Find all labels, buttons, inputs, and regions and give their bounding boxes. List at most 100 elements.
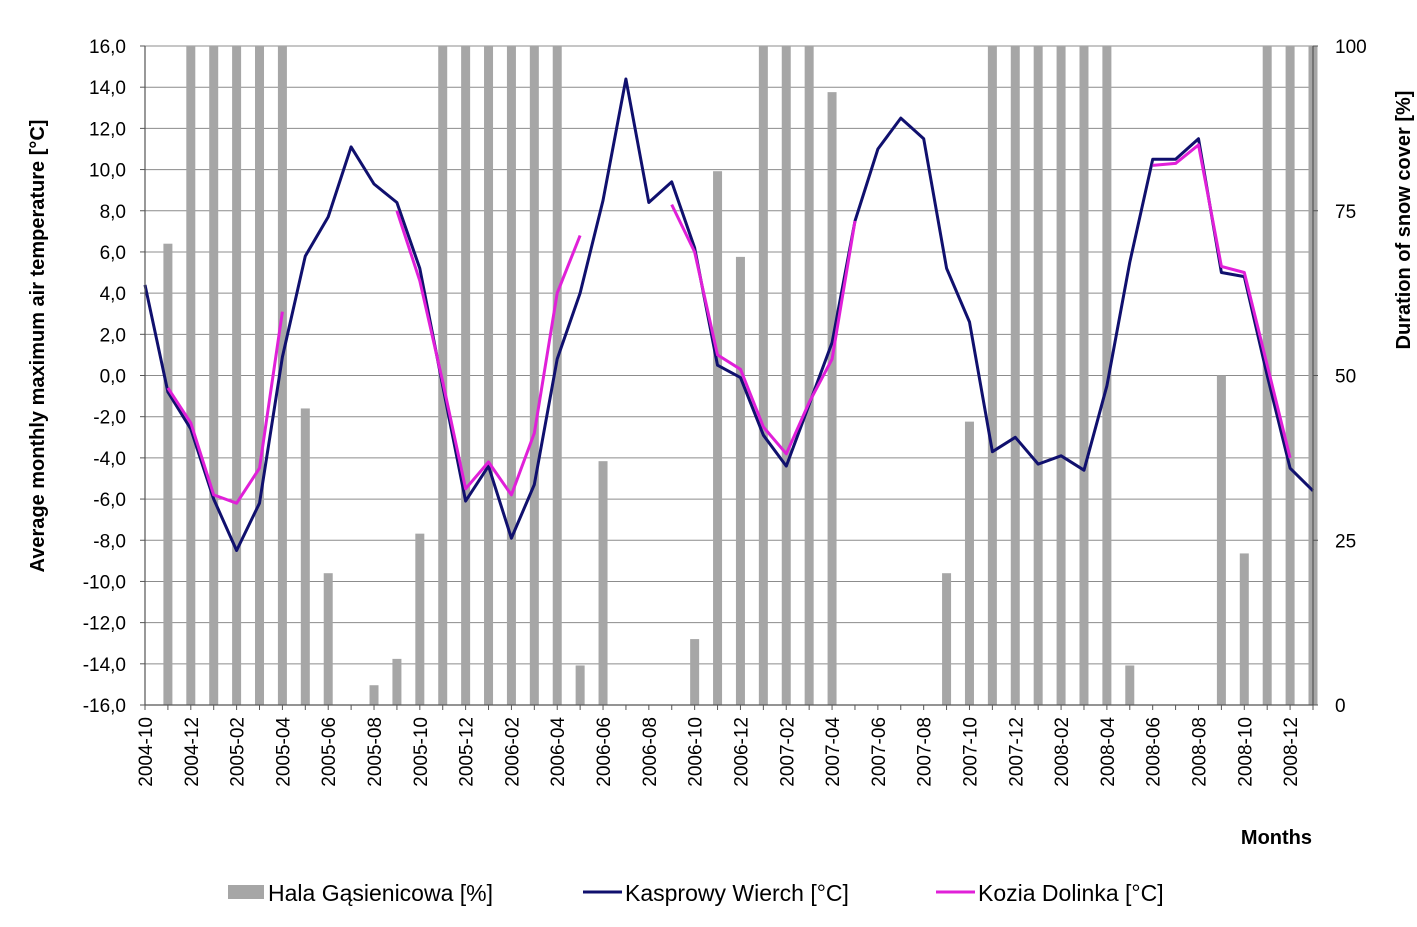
x-tick-label: 2006-04 — [548, 717, 569, 787]
legend-swatch-hala-gasienicowa — [228, 885, 264, 899]
y-tick-label: -10,0 — [83, 572, 126, 593]
bar-2006-05 — [575, 665, 585, 705]
y-tick-label: 14,0 — [89, 78, 126, 99]
y-axis-title: Average monthly maximum air temperature … — [27, 120, 49, 573]
bar-2007-10 — [964, 421, 974, 705]
bar-2005-04 — [277, 46, 287, 705]
line-kozia-dolinka — [1152, 143, 1292, 459]
x-tick-label: 2006-02 — [502, 717, 523, 787]
right-axis-ticks: 0 25 50 75 100 — [1313, 37, 1367, 717]
legend-label-kasprowy-wierch: Kasprowy Wierch [°C] — [625, 880, 849, 906]
y-tick-label: 16,0 — [89, 37, 126, 58]
bar-2008-03 — [1079, 46, 1089, 705]
x-tick-label: 2007-02 — [777, 717, 798, 787]
bar-2008-04 — [1102, 46, 1112, 705]
bar-2005-10 — [415, 533, 425, 705]
bar-2007-12 — [1010, 46, 1020, 705]
bar-2006-11 — [713, 171, 723, 705]
legend-label-kozia-dolinka: Kozia Dolinka [°C] — [978, 880, 1164, 906]
bar-2006-03 — [529, 46, 539, 705]
bar-2005-02 — [232, 46, 242, 705]
x-tick-label: 2005-08 — [365, 717, 386, 787]
bar-2008-10 — [1239, 553, 1249, 705]
line-kasprowy-wierch — [143, 77, 1315, 552]
y-tick-label: -2,0 — [93, 408, 126, 429]
bar-2007-09 — [942, 573, 952, 705]
bar-2006-01 — [484, 46, 494, 705]
x-tick-label: 2008-04 — [1098, 717, 1119, 787]
x-tick-label: 2005-04 — [273, 717, 294, 787]
y-tick-label: 0,0 — [100, 367, 126, 388]
bar-2005-01 — [209, 46, 219, 705]
y2-axis-title: Duration of snow cover [%] — [1393, 91, 1415, 350]
y-tick-label: -12,0 — [83, 614, 126, 635]
x-tick-label: 2007-10 — [960, 717, 981, 787]
x-tick-label: 2005-12 — [457, 717, 478, 787]
x-tick-label: 2007-12 — [1006, 717, 1027, 787]
gridlines — [145, 45, 1313, 706]
y-tick-label: -6,0 — [93, 490, 126, 511]
left-axis-ticks: -16,0 -14,0 -12,0 -10,0 -8,0 -6,0 -4,0 -2,0 0,0 2… — [83, 37, 145, 717]
bar-2006-04 — [552, 46, 562, 705]
x-tick-label: 2006-12 — [731, 717, 752, 787]
bar-2006-02 — [506, 46, 516, 705]
bar-2004-11 — [163, 243, 173, 705]
x-tick-label: 2008-10 — [1235, 717, 1256, 787]
bar-2005-05 — [300, 408, 310, 705]
y2-tick-label: 100 — [1335, 37, 1367, 58]
y-tick-label: 6,0 — [100, 243, 126, 264]
line-series — [143, 77, 1315, 552]
x-tick-label: 2008-06 — [1144, 717, 1165, 787]
y-tick-label: -8,0 — [93, 531, 126, 552]
bar-2007-02 — [781, 46, 791, 705]
y-tick-label: -14,0 — [83, 655, 126, 676]
bar-2008-09 — [1216, 375, 1226, 705]
x-tick-label: 2005-02 — [228, 717, 249, 787]
y-tick-label: 8,0 — [100, 202, 126, 223]
x-tick-label: 2005-10 — [411, 717, 432, 787]
bar-2005-09 — [392, 658, 402, 705]
line-kozia-dolinka — [670, 203, 857, 456]
bar-2008-01 — [1033, 46, 1043, 705]
legend: Hala Gąsienicowa [%] Kasprowy Wierch [°C… — [228, 880, 1164, 906]
bar-2005-12 — [461, 46, 471, 705]
x-tick-label: 2007-08 — [915, 717, 936, 787]
x-tick-label: 2008-08 — [1189, 717, 1210, 787]
bar-2006-12 — [735, 256, 745, 705]
bar-2007-11 — [987, 46, 997, 705]
bar-2006-06 — [598, 461, 608, 705]
x-axis-title: Months — [1241, 827, 1312, 849]
line-kozia-dolinka — [166, 311, 284, 505]
y-tick-label: 10,0 — [89, 161, 126, 182]
y2-tick-label: 25 — [1335, 531, 1356, 552]
bar-2008-12 — [1285, 46, 1295, 705]
x-tick-label: 2006-06 — [594, 717, 615, 787]
y-tick-label: -16,0 — [83, 696, 126, 717]
bar-2007-04 — [827, 92, 837, 705]
legend-label-hala-gasienicowa: Hala Gąsienicowa [%] — [268, 880, 493, 906]
y2-tick-label: 75 — [1335, 202, 1356, 223]
bar-2005-06 — [323, 573, 333, 705]
y-tick-label: -4,0 — [93, 449, 126, 470]
bar-2007-03 — [804, 46, 814, 705]
line-kozia-dolinka — [395, 210, 582, 497]
bar-2004-12 — [186, 46, 196, 705]
y-tick-label: 2,0 — [100, 325, 126, 346]
x-tick-label: 2006-08 — [640, 717, 661, 787]
x-tick-label: 2005-06 — [319, 717, 340, 787]
bar-2008-05 — [1125, 665, 1135, 705]
y2-tick-label: 0 — [1335, 696, 1346, 717]
bar-2006-10 — [690, 639, 700, 705]
bar-2008-02 — [1056, 46, 1066, 705]
x-tick-label: 2006-10 — [686, 717, 707, 787]
bar-2005-03 — [255, 46, 265, 705]
x-tick-label: 2007-06 — [869, 717, 890, 787]
x-tick-label: 2008-12 — [1281, 717, 1302, 787]
bar-2005-08 — [369, 685, 379, 705]
y-tick-label: 12,0 — [89, 119, 126, 140]
x-tick-label: 2008-02 — [1052, 717, 1073, 787]
bar-2007-01 — [758, 46, 768, 705]
y-tick-label: 4,0 — [100, 284, 126, 305]
x-tick-label: 2004-12 — [182, 717, 203, 787]
